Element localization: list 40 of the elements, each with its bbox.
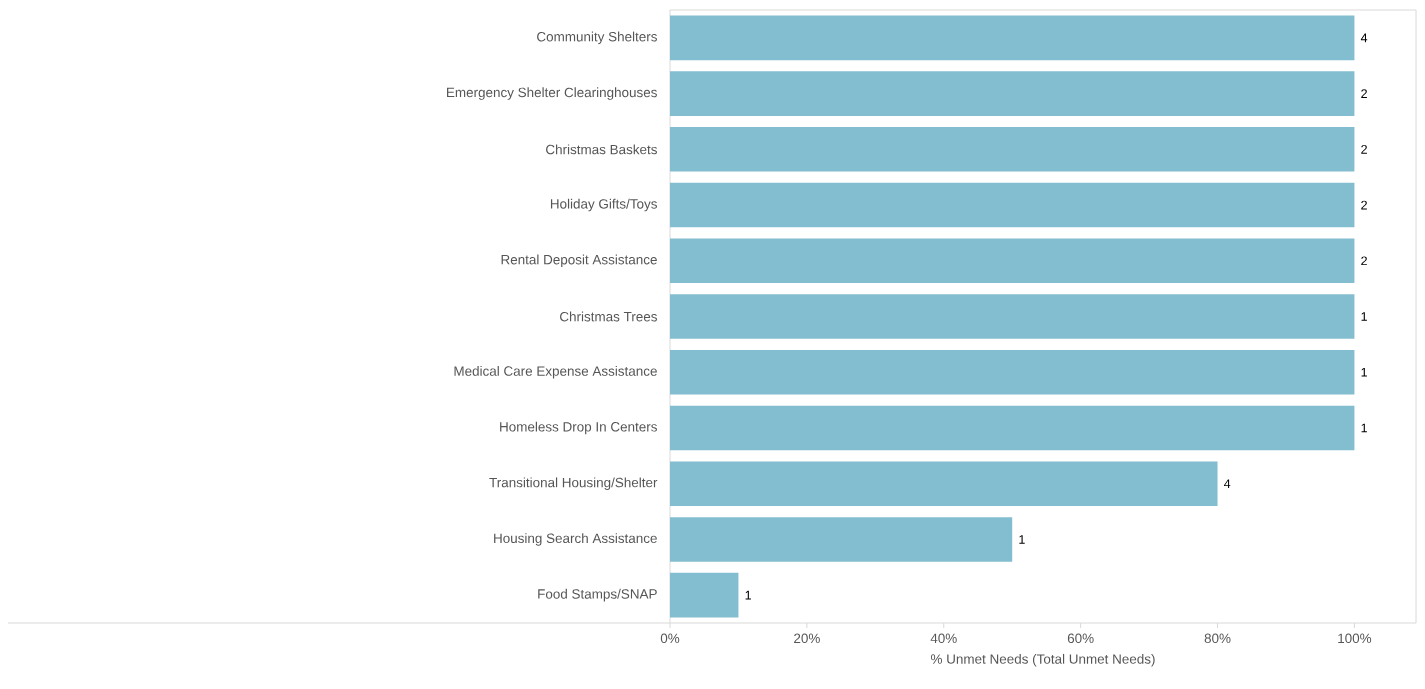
x-tick-label: 60%	[1067, 633, 1094, 644]
annotation: 2	[1361, 256, 1367, 266]
bar	[670, 15, 1355, 61]
annotation: 1	[1019, 535, 1025, 544]
y-tick-label: Food Stamps/SNAP	[538, 588, 657, 602]
annotation: 4	[1224, 479, 1231, 488]
y-tick-label: Christmas Trees	[560, 311, 657, 322]
y-tick-label: Emergency Shelter Clearinghouses	[447, 87, 657, 100]
bar	[670, 517, 1013, 562]
annotation: 1	[745, 590, 751, 600]
x-tick-label: 20%	[794, 633, 820, 644]
annotation: 2	[1361, 144, 1367, 154]
y-tick-label: Holiday Gifts/Toys	[550, 198, 657, 212]
annotation: 2	[1361, 89, 1367, 98]
annotation: 4	[1360, 33, 1368, 43]
y-tick-label: Christmas Baskets	[546, 144, 657, 155]
bar	[670, 294, 1355, 339]
bar	[670, 349, 1355, 395]
annotation: 2	[1361, 200, 1367, 210]
y-tick-label: Medical Care Expense Assistance	[454, 365, 657, 379]
annotation: 1	[1361, 312, 1367, 321]
bar	[670, 238, 1355, 284]
x-tick-label: 80%	[1204, 633, 1231, 644]
annotation: 1	[1361, 367, 1367, 377]
annotation: 1	[1361, 423, 1367, 433]
y-tick-label: Housing Search Assistance	[494, 533, 657, 546]
bar	[670, 182, 1355, 228]
x-tick-label: 100%	[1338, 633, 1372, 644]
x-axis-title: % Unmet Needs (Total Unmet Needs)	[931, 653, 1155, 667]
y-tick-label: Transitional Housing/Shelter	[489, 477, 658, 490]
bar	[670, 461, 1218, 506]
bar	[670, 127, 1355, 172]
y-tick-label: Homeless Drop In Centers	[500, 421, 657, 435]
y-tick-label: Community Shelters	[537, 31, 657, 45]
bar	[670, 405, 1355, 451]
y-tick-label: Rental Deposit Assistance	[501, 254, 657, 268]
x-tick-label: 0%	[660, 633, 680, 644]
bar	[670, 71, 1355, 116]
x-tick-label: 40%	[930, 633, 957, 644]
bar	[670, 572, 739, 618]
